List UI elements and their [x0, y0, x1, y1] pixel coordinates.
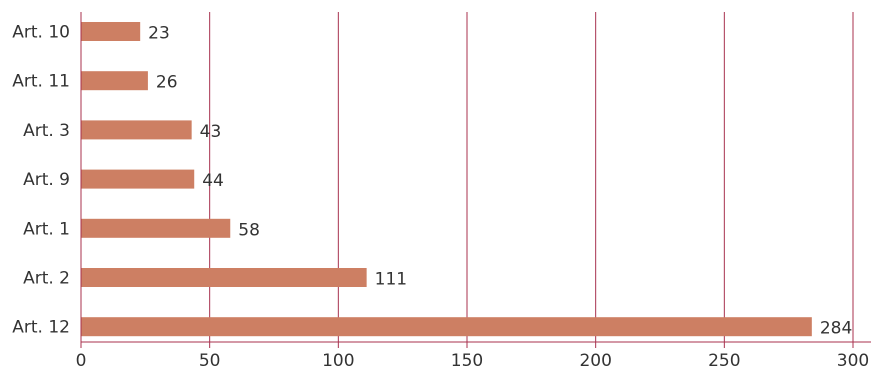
x-tick-label-300: 300 [837, 351, 869, 371]
category-label-art-2: Art. 2 [23, 269, 70, 289]
labels: Art. 10 23 Art. 11 26 Art. 3 43 Art. 9 44 Art. 1… [12, 23, 852, 339]
grid-lines [209, 12, 854, 342]
bar-art-2 [81, 268, 367, 287]
value-label-art-9: 44 [202, 171, 224, 191]
category-label-art-12: Art. 12 [12, 318, 70, 338]
bar-art-3 [81, 120, 192, 140]
bar-art-1 [81, 218, 231, 238]
value-label-art-11: 26 [156, 73, 178, 93]
x-tick-label-150: 150 [451, 351, 483, 371]
bars [81, 22, 812, 337]
category-label-art-10: Art. 10 [12, 23, 70, 43]
value-label-art-3: 43 [200, 122, 222, 142]
x-tick-label-250: 250 [708, 351, 740, 371]
bar-art-9 [81, 169, 195, 189]
value-label-art-12: 284 [820, 319, 852, 339]
category-label-art-11: Art. 11 [12, 72, 70, 92]
value-label-art-2: 111 [375, 270, 407, 290]
bar-art-11 [81, 71, 148, 91]
x-tick-label-100: 100 [322, 351, 354, 371]
value-label-art-1: 58 [238, 220, 260, 240]
value-label-art-10: 23 [148, 24, 170, 44]
bar-art-12 [81, 317, 812, 337]
x-tick-label-200: 200 [579, 351, 611, 371]
x-axis: 0 50 100 150 200 250 300 [76, 12, 871, 371]
x-tick-label-0: 0 [76, 351, 87, 371]
bar-art-10 [81, 22, 141, 41]
category-label-art-3: Art. 3 [23, 121, 70, 141]
x-tick-label-50: 50 [199, 351, 221, 371]
category-label-art-9: Art. 9 [23, 170, 70, 190]
category-label-art-1: Art. 1 [23, 219, 70, 239]
